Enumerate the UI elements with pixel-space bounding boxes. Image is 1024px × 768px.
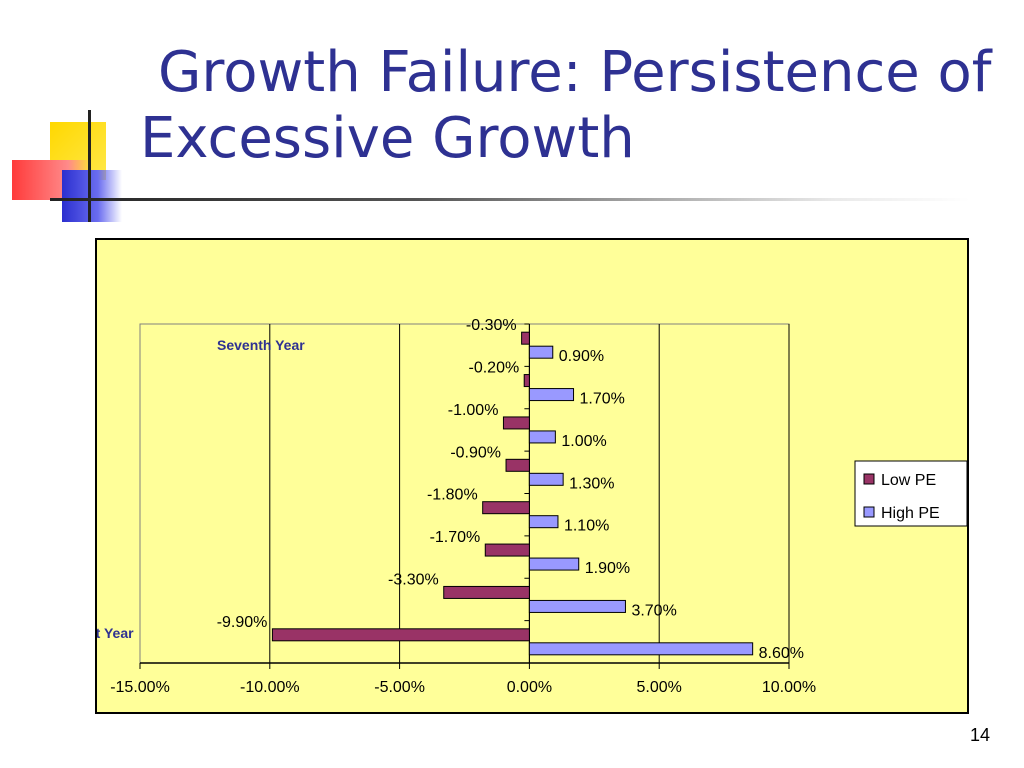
- x-tick-label: 5.00%: [637, 679, 682, 696]
- data-label-low-pe: -3.30%: [388, 571, 439, 588]
- x-tick-label: -5.00%: [374, 679, 425, 696]
- bar-high-pe: [528, 388, 575, 402]
- bar-low-pe: [505, 458, 530, 472]
- x-tick-label: -15.00%: [110, 679, 170, 696]
- bar-low-pe: [523, 374, 530, 388]
- data-label-low-pe: -1.70%: [430, 529, 481, 546]
- slide-title: Growth Failure: Persistence of Excessive…: [140, 40, 992, 171]
- legend-swatch: [863, 506, 875, 518]
- data-label-high-pe: 1.10%: [564, 518, 609, 535]
- bar-low-pe: [271, 628, 530, 642]
- bar-low-pe: [443, 585, 530, 599]
- title-underline-rule: [50, 198, 970, 201]
- data-label-high-pe: 1.90%: [585, 560, 630, 577]
- data-label-low-pe: -0.90%: [450, 444, 501, 461]
- bar-low-pe: [502, 416, 530, 430]
- category-label: Seventh Year: [217, 337, 305, 353]
- bar-low-pe: [484, 543, 530, 557]
- bar-high-pe: [528, 515, 559, 529]
- data-label-low-pe: -0.20%: [469, 360, 520, 377]
- page-number: 14: [969, 725, 990, 745]
- x-tick-label: -10.00%: [240, 679, 300, 696]
- data-label-high-pe: 8.60%: [759, 645, 804, 662]
- data-label-high-pe: 3.70%: [631, 602, 676, 619]
- x-tick-label: 0.00%: [507, 679, 552, 696]
- bar-high-pe: [528, 642, 754, 656]
- bar-high-pe: [528, 430, 556, 444]
- legend-label: High PE: [881, 505, 940, 522]
- data-label-high-pe: 0.90%: [559, 348, 604, 365]
- bar-low-pe: [482, 501, 530, 515]
- x-tick-label: 10.00%: [762, 679, 816, 696]
- legend-swatch: [863, 473, 875, 485]
- data-label-low-pe: -0.30%: [466, 317, 517, 334]
- chart-svg: -15.00% -10.00% -5.00% 0.00% 5.00% 10.00% -9.9…: [97, 317, 967, 696]
- category-label: First Year: [97, 625, 134, 641]
- bar-high-pe: [528, 599, 626, 613]
- data-label-high-pe: 1.30%: [569, 475, 614, 492]
- decor-blue-square: [62, 170, 122, 222]
- data-label-low-pe: -1.00%: [448, 402, 499, 419]
- bar-high-pe: [528, 472, 564, 486]
- bar-high-pe: [528, 345, 554, 359]
- data-label-high-pe: 1.70%: [580, 391, 625, 408]
- legend-label: Low PE: [881, 472, 936, 489]
- data-label-low-pe: -9.90%: [217, 614, 268, 631]
- decor-vertical-line: [88, 110, 91, 222]
- data-label-high-pe: 1.00%: [561, 433, 606, 450]
- bar-low-pe: [521, 331, 530, 345]
- bar-high-pe: [528, 557, 580, 571]
- chart-area: -15.00% -10.00% -5.00% 0.00% 5.00% 10.00% -9.9…: [95, 238, 969, 714]
- data-label-low-pe: -1.80%: [427, 487, 478, 504]
